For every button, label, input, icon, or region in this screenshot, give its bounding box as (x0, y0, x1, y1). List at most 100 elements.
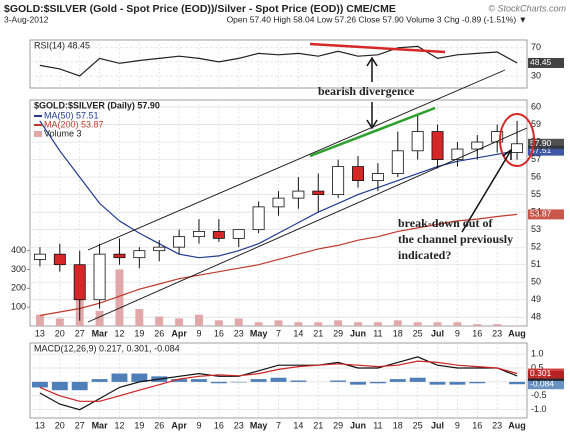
x-tick-label: 9 (455, 420, 460, 430)
x-tick-label: 9 (196, 328, 201, 338)
channel-lower (87, 127, 528, 323)
histogram-bar (131, 373, 148, 382)
legend-entry: MA(200) 53.87 (44, 119, 104, 129)
x-tick-label: 13 (35, 420, 45, 430)
histogram-bar (389, 379, 406, 382)
x-tick-label: 21 (313, 420, 323, 430)
x-tick-label: 18 (393, 328, 403, 338)
candle-body (411, 131, 424, 152)
value-tag: 57.90 (530, 138, 552, 148)
x-tick-label: 20 (55, 420, 65, 430)
source: © StockCharts.com (488, 3, 566, 13)
x-tick-label: 7 (276, 420, 281, 430)
histogram-bar (51, 381, 68, 391)
candle-body (252, 206, 265, 231)
x-tick-label: 12 (114, 420, 124, 430)
value-tag: 48.45 (530, 57, 552, 67)
volume-bar (214, 320, 223, 326)
value-tag: -0.084 (530, 378, 554, 388)
candle-body (391, 150, 404, 174)
value-tag-box (528, 57, 564, 68)
histogram-bar (330, 380, 347, 382)
legend-entry: Volume 3 (44, 128, 82, 138)
x-tick-label: 14 (293, 420, 303, 430)
histogram-bar (71, 381, 88, 391)
panel-title: MACD(12,26,9) 0.217, 0.301, -0.084 (34, 343, 180, 353)
histogram-bar (350, 381, 366, 385)
candle-body (93, 253, 106, 301)
volume-tick-label: 300 (11, 264, 26, 274)
annotations: bearish divergence break-down out of the… (87, 42, 535, 323)
y-tick-label: 1.0 (531, 348, 544, 358)
x-tick-label: 23 (234, 328, 244, 338)
x-tick-label: 27 (75, 328, 85, 338)
legend-entry: MA(50) 57.51 (44, 110, 99, 120)
histogram-bar (270, 377, 287, 382)
arrow-head (366, 56, 378, 67)
x-tick-label: 23 (492, 328, 502, 338)
candle-body (292, 190, 305, 199)
y-tick-label: 48 (531, 312, 541, 322)
legend-entry: $GOLD:$SILVER (Daily) 57.90 (34, 100, 160, 110)
volume-bar (354, 322, 362, 326)
y-tick-label: 51 (531, 259, 541, 269)
x-tick-label: Jun (350, 328, 366, 338)
arrow-head (502, 148, 512, 160)
candle-body (272, 197, 285, 208)
annotation: indicated? (398, 248, 451, 262)
histogram-bar (91, 379, 108, 382)
series-line (39, 360, 518, 402)
legend-swatch (34, 131, 42, 137)
candle-body (352, 166, 364, 181)
volume-bar (413, 322, 422, 326)
x-tick-label: 29 (333, 328, 343, 338)
candle-body (491, 131, 504, 143)
x-tick-label: 14 (293, 328, 303, 338)
candle-body (153, 246, 166, 252)
x-tick-label: Jul (431, 328, 444, 338)
volume-bar (334, 320, 343, 326)
x-tick-label: Aug (508, 328, 526, 338)
x-tick-label: Apr (171, 328, 187, 338)
y-tick-label: 60 (531, 101, 541, 111)
arrow-breakdown (461, 151, 511, 233)
volume-bar (314, 322, 323, 326)
histogram-bar (429, 381, 446, 385)
date: 3-Aug-2012 (4, 14, 49, 24)
x-tick-label: 26 (154, 328, 164, 338)
y-tick-label: 59 (531, 119, 541, 129)
x-tick-label: 9 (196, 420, 201, 430)
annotation: bearish divergence (318, 84, 415, 98)
histogram-bar (449, 381, 466, 385)
histogram-bar (290, 380, 307, 382)
y-tick-label: -1.0 (531, 404, 547, 414)
y-tick-label: 55 (531, 189, 541, 199)
x-tick-label: May (250, 328, 268, 338)
value-tag: 57.51 (530, 145, 552, 155)
volume-bar (373, 322, 382, 326)
candle-body (431, 131, 444, 160)
volume-bar (234, 318, 243, 326)
x-tick-label: 27 (75, 420, 85, 430)
candle-body (232, 229, 245, 239)
x-tick-label: Mar (92, 420, 109, 430)
panel-title: RSI(14) 48.45 (34, 40, 90, 50)
volume-bar (254, 322, 263, 326)
series-line (39, 213, 518, 317)
x-tick-label: 16 (214, 420, 224, 430)
series-line (39, 45, 518, 77)
volume-bar (274, 320, 283, 326)
x-tick-label: 11 (373, 420, 382, 430)
candle-body (133, 250, 146, 259)
x-tick-label: 11 (373, 328, 382, 338)
x-tick-label: May (250, 420, 268, 430)
histogram-bar (210, 381, 227, 384)
candle-body (53, 253, 66, 266)
value-tag-box (528, 145, 564, 156)
histogram-bar (250, 379, 267, 382)
histogram-bar (111, 373, 128, 382)
candle-body (371, 173, 384, 181)
histogram-bar (230, 381, 247, 383)
x-tick-label: 19 (134, 420, 144, 430)
